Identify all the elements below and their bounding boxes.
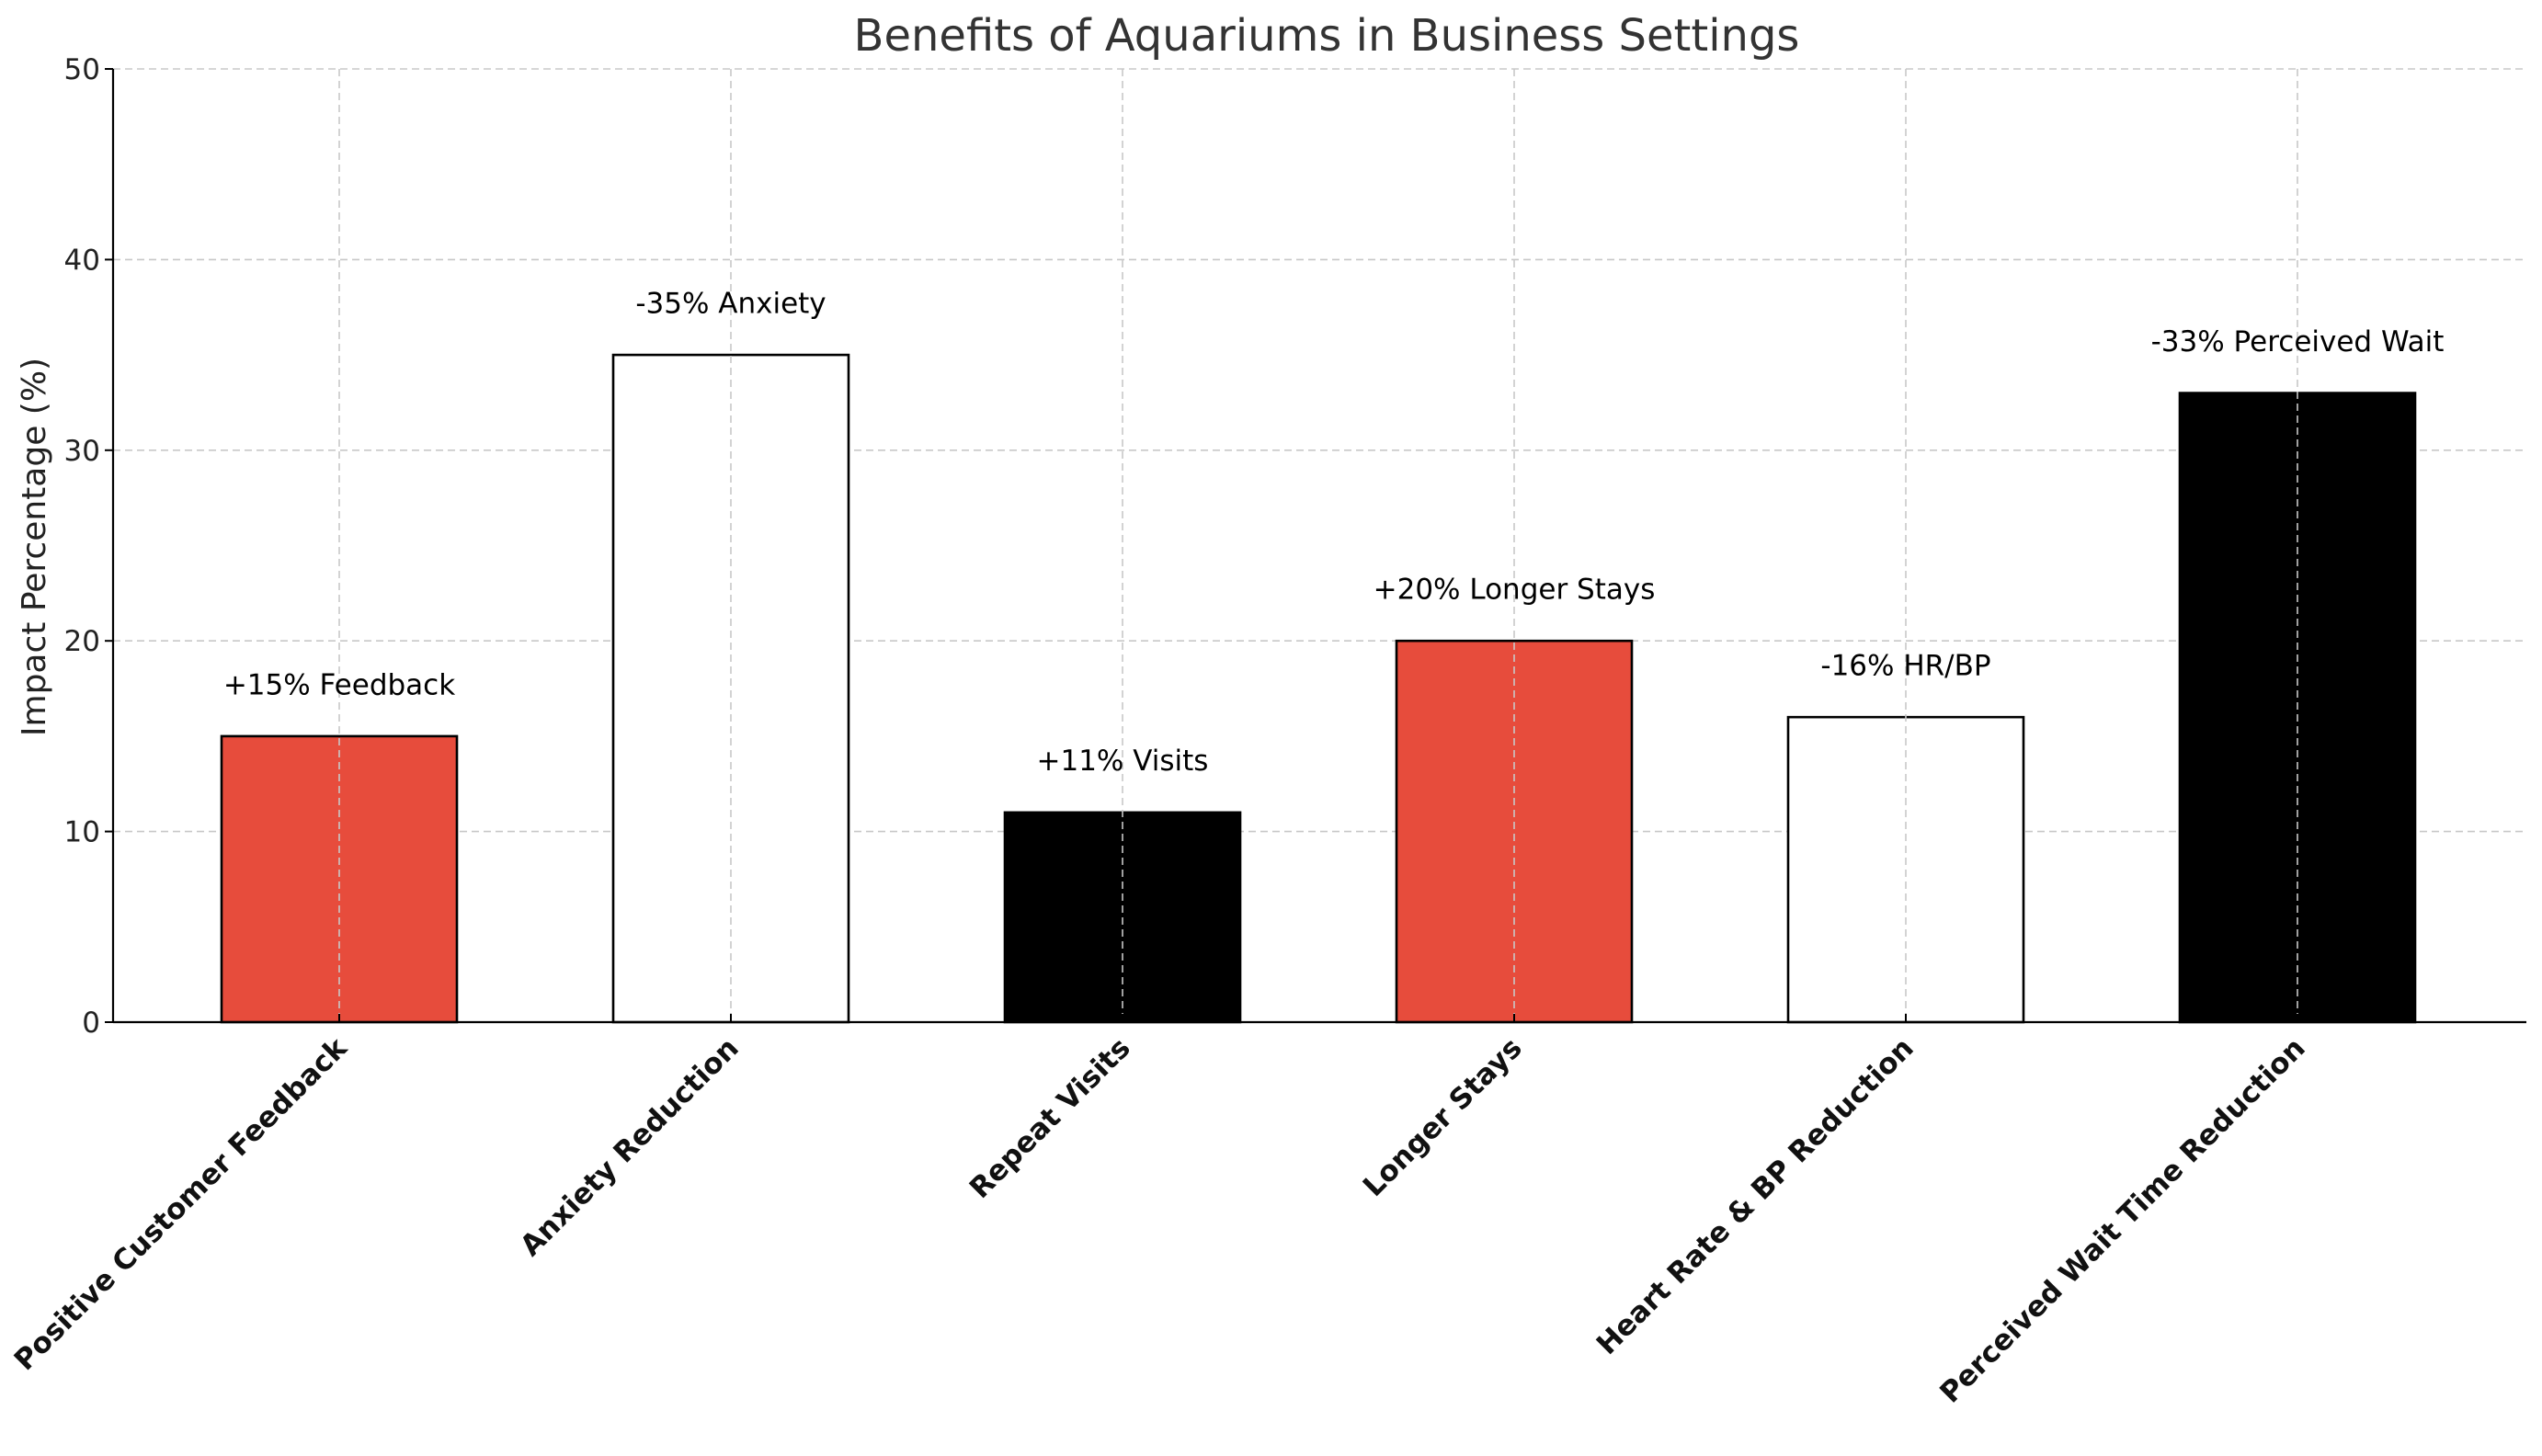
x-category-label: Anxiety Reduction bbox=[514, 1031, 746, 1263]
labels: 0 10 20 30 40 50 +15% Feedback Positive Custome… bbox=[8, 53, 2445, 1410]
x-category-label: Perceived Wait Time Reduction bbox=[1933, 1031, 2311, 1409]
y-axis-label: Impact Percentage (%) bbox=[16, 358, 53, 736]
bar-data-label: -35% Anxiety bbox=[635, 287, 826, 320]
x-category-label: Repeat Visits bbox=[963, 1031, 1137, 1205]
bar bbox=[220, 734, 459, 1024]
axes bbox=[105, 68, 2526, 1024]
bar-data-label: -33% Perceived Wait bbox=[2151, 325, 2445, 358]
x-category-label: Longer Stays bbox=[1357, 1031, 1529, 1203]
bar-data-label: -16% HR/BP bbox=[1820, 650, 1990, 683]
y-tick-label: 20 bbox=[64, 625, 100, 658]
bar-data-label: +15% Feedback bbox=[223, 668, 455, 701]
bars bbox=[220, 353, 2417, 1024]
grid bbox=[113, 68, 2526, 833]
y-tick-label: 0 bbox=[82, 1007, 100, 1040]
bar bbox=[1395, 639, 1634, 1024]
x-category-label: Positive Customer Feedback bbox=[8, 1030, 355, 1377]
chart-title: Benefits of Aquariums in Business Settin… bbox=[854, 10, 1800, 62]
y-tick-label: 30 bbox=[64, 435, 100, 468]
vertical-grid bbox=[338, 69, 2298, 1022]
y-tick-label: 40 bbox=[64, 244, 100, 277]
x-category-label: Heart Rate & BP Reduction bbox=[1590, 1031, 1921, 1361]
bar-data-label: +11% Visits bbox=[1037, 745, 1209, 778]
y-tick-label: 50 bbox=[64, 53, 100, 86]
y-tick-label: 10 bbox=[64, 816, 100, 849]
bar-data-label: +20% Longer Stays bbox=[1374, 574, 1656, 607]
